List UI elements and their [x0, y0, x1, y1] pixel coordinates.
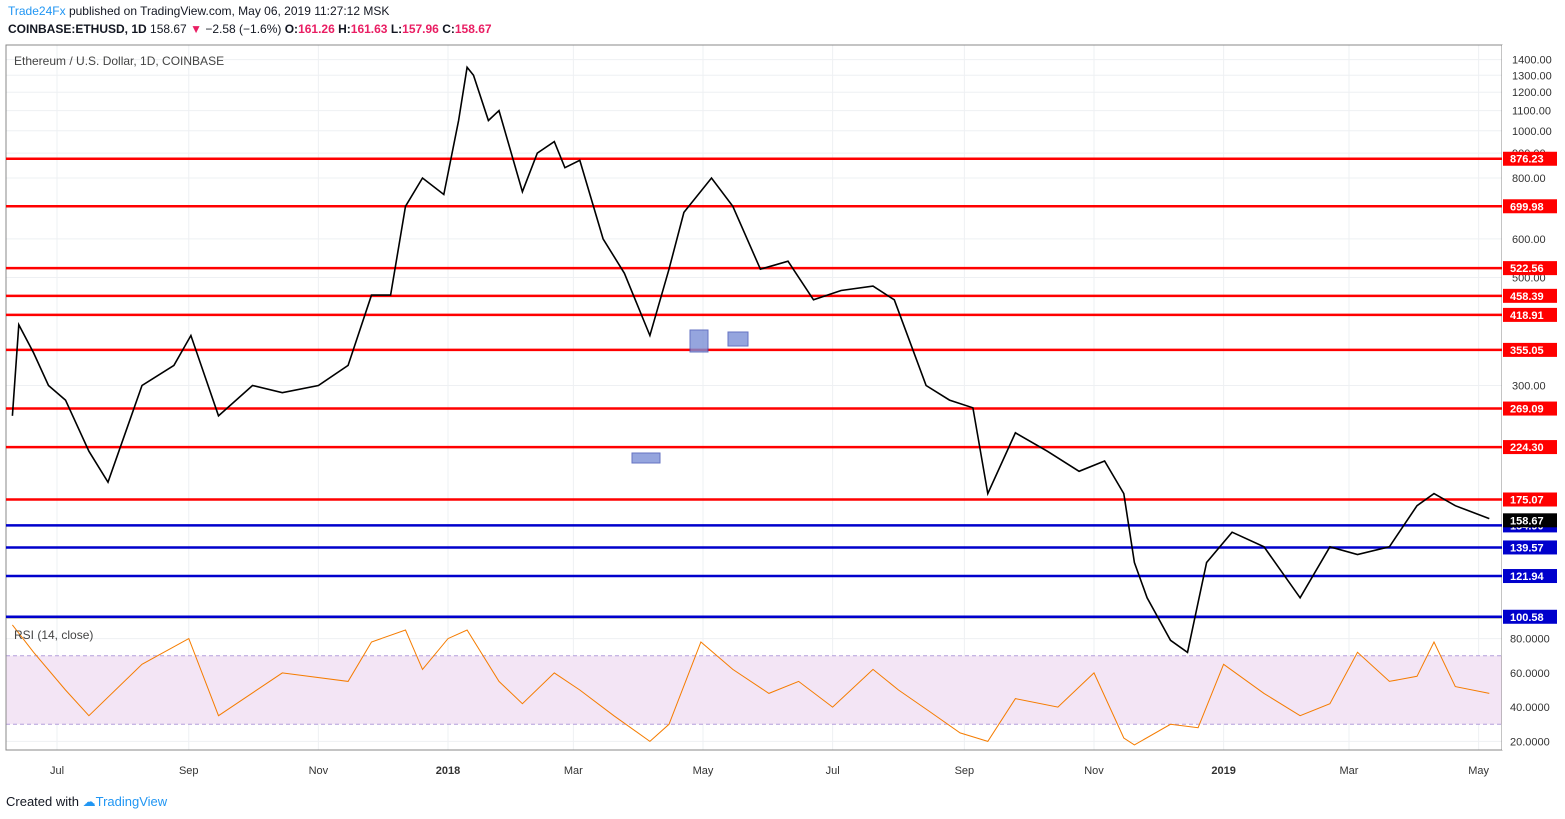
level-label-bg	[1503, 342, 1557, 357]
close-value: 158.67	[454, 22, 492, 36]
highlight-box	[689, 329, 709, 353]
level-label: 121.94	[1510, 571, 1545, 583]
x-tick-label: Jul	[826, 765, 840, 777]
last-price: 158.67	[150, 22, 187, 36]
y-tick-label: 800.00	[1512, 173, 1546, 185]
level-label-bg	[1503, 261, 1557, 276]
chart-title: Ethereum / U.S. Dollar, 1D, COINBASE	[14, 54, 224, 68]
footer: Created with ☁TradingView	[6, 794, 167, 810]
level-label: 699.98	[1510, 201, 1544, 213]
x-tick-label: Sep	[955, 765, 975, 777]
rsi-tick-label: 60.0000	[1510, 668, 1550, 680]
level-price-labels: 876.23 699.98 522.56 458.39 418.91 355.05 269.…	[1503, 151, 1557, 624]
level-label: 876.23	[1510, 154, 1544, 166]
tradingview-link[interactable]: TradingView	[95, 794, 168, 809]
x-tick-label: Nov	[309, 765, 329, 777]
level-label: 100.58	[1510, 612, 1544, 624]
price-series	[11, 65, 1490, 654]
rsi-series	[12, 624, 1490, 746]
level-label: 175.07	[1510, 495, 1544, 507]
highlight-box	[727, 331, 749, 347]
rsi-band	[6, 655, 1502, 725]
rsi-title: RSI (14, close)	[14, 628, 93, 642]
rsi-zone	[6, 655, 1502, 725]
y-tick-label: 1200.00	[1512, 87, 1552, 99]
high-value: 161.63	[350, 22, 388, 36]
level-label: 418.91	[1510, 310, 1544, 322]
horizontal-levels	[6, 157, 1502, 619]
level-label-bg	[1503, 540, 1557, 555]
time-axis[interactable]: Jul Sep Nov 2018 Mar May Jul Sep Nov 2019 Mar May	[50, 765, 1490, 777]
level-label-bg	[1503, 492, 1557, 507]
x-tick-label: Sep	[179, 765, 199, 777]
x-tick-label: May	[693, 765, 714, 777]
level-label: 458.39	[1510, 291, 1544, 303]
level-label-bg	[1503, 199, 1557, 214]
rsi-tick-label: 80.0000	[1510, 634, 1550, 646]
x-tick-label: 2019	[1211, 765, 1235, 777]
x-tick-label: Mar	[1340, 765, 1359, 777]
y-tick-label: 600.00	[1512, 234, 1546, 246]
low-value: 157.96	[402, 22, 439, 36]
x-tick-label: Jul	[50, 765, 64, 777]
rsi-axis[interactable]: 80.0000 60.0000 40.0000 20.0000	[1510, 634, 1550, 749]
last-price-label-bg	[1503, 513, 1557, 528]
level-label-bg	[1503, 288, 1557, 303]
level-label-bg	[1503, 401, 1557, 416]
y-tick-label: 1000.00	[1512, 126, 1552, 138]
level-label: 522.56	[1510, 263, 1544, 275]
level-label-bg	[1503, 609, 1557, 624]
level-label-bg	[1503, 307, 1557, 322]
publish-info: Trade24Fx published on TradingView.com, …	[8, 4, 389, 18]
level-label: 224.30	[1510, 442, 1544, 454]
price-grid	[6, 45, 1502, 750]
down-arrow-icon: ▼	[190, 22, 202, 36]
y-tick-label: 500.00	[1512, 272, 1546, 284]
symbol-label: COINBASE:ETHUSD, 1D	[8, 22, 147, 36]
level-label: 269.09	[1510, 404, 1544, 416]
open-label: O:	[284, 22, 299, 36]
rsi-tick-label: 40.0000	[1510, 702, 1550, 714]
y-tick-label: 1100.00	[1512, 106, 1551, 118]
x-tick-label: May	[1468, 765, 1489, 777]
open-value: 161.26	[298, 22, 335, 36]
level-label: 355.05	[1510, 345, 1544, 357]
last-price-label: 158.67	[1510, 515, 1544, 527]
highlight-boxes	[631, 329, 749, 464]
y-tick-label: 1400.00	[1512, 55, 1552, 67]
symbol-line: COINBASE:ETHUSD, 1D 158.67 ▼ −2.58 (−1.6…	[8, 22, 492, 36]
created-with-label: Created with	[6, 794, 79, 809]
level-label-bg	[1503, 151, 1557, 166]
price-change: −2.58 (−1.6%)	[205, 22, 282, 36]
publisher-name[interactable]: Trade24Fx	[8, 4, 66, 18]
low-label: L:	[390, 22, 403, 36]
published-text: published on TradingView.com, May 06, 20…	[68, 4, 390, 18]
x-tick-label: Nov	[1084, 765, 1104, 777]
tradingview-logo-icon: ☁	[82, 794, 96, 809]
y-tick-label: 300.00	[1512, 381, 1546, 393]
x-tick-label: Mar	[564, 765, 583, 777]
x-tick-label: 2018	[436, 765, 460, 777]
chart-canvas[interactable]: 1400.001300.001200.001100.001000.00900.0…	[0, 42, 1565, 792]
high-label: H:	[338, 22, 351, 36]
plot-frame	[5, 44, 1503, 751]
level-label-bg	[1503, 440, 1557, 455]
level-label: 139.57	[1510, 542, 1544, 554]
y-tick-label: 1300.00	[1512, 70, 1552, 82]
rsi-tick-label: 20.0000	[1510, 736, 1550, 748]
level-label-bg	[1503, 569, 1557, 584]
close-label: C:	[442, 22, 455, 36]
highlight-box	[631, 452, 661, 464]
